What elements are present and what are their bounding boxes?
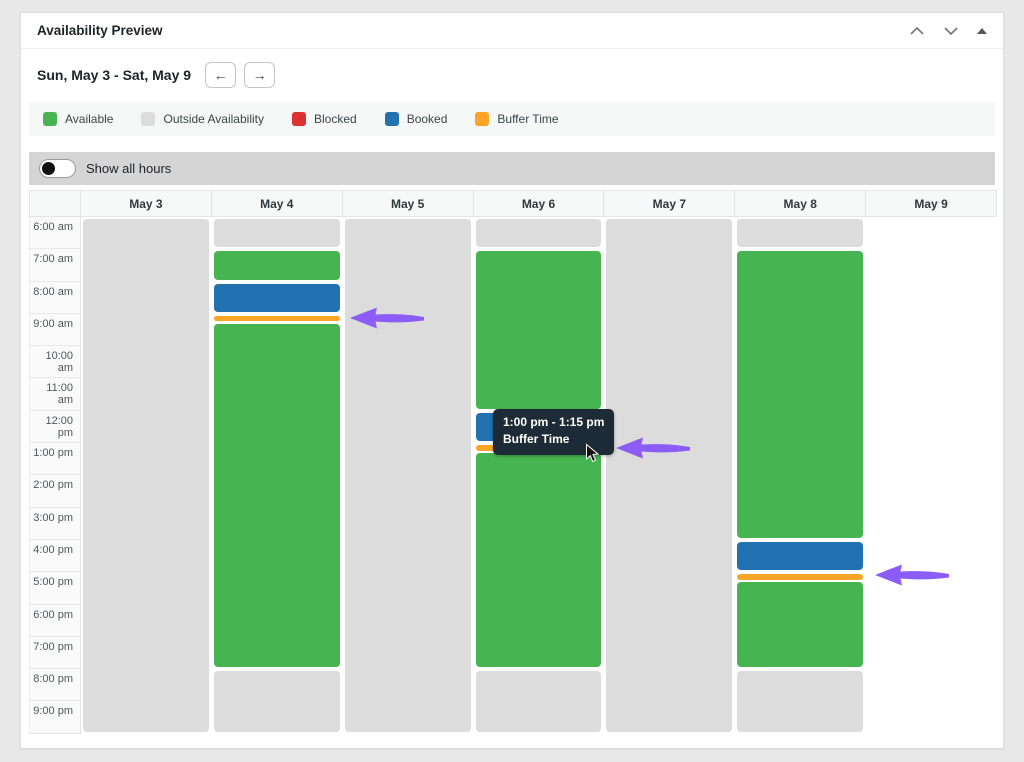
calendar-header-row: May 3 May 4 May 5 May 6 May 7 May 8 May 9 (29, 190, 997, 217)
day-header: May 9 (866, 190, 997, 217)
time-label: 5:00 pm (30, 572, 80, 605)
legend-label: Available (65, 112, 114, 126)
event-block-available[interactable] (475, 251, 602, 409)
event-block-outside (83, 219, 209, 732)
time-label: 7:00 pm (30, 637, 80, 670)
time-label: 10:00 am (30, 346, 80, 379)
legend-item-outside-availability: Outside Availability (141, 112, 264, 126)
legend-swatch-icon (475, 112, 490, 126)
toggle-knob (42, 162, 55, 175)
collapse-toggle-button[interactable] (975, 26, 989, 36)
day-column-may-9 (866, 217, 997, 734)
event-block-outside (606, 219, 733, 732)
event-block-outside (475, 219, 602, 248)
event-block-booked[interactable] (475, 412, 602, 442)
event-block-available[interactable] (475, 453, 602, 668)
day-header: May 7 (604, 190, 736, 217)
day-header: May 3 (81, 190, 212, 217)
time-label: 7:00 am (30, 249, 80, 282)
event-block-outside (213, 219, 340, 248)
toolbar: Show all hours (29, 152, 995, 185)
time-label: 2:00 pm (30, 475, 80, 508)
legend-swatch-icon (384, 112, 399, 126)
move-up-button[interactable] (907, 24, 927, 38)
event-block-buffer[interactable] (213, 315, 340, 322)
event-block-available[interactable] (737, 251, 864, 538)
day-column-may-6 (473, 217, 605, 734)
time-label: 4:00 pm (30, 540, 80, 573)
time-label: 9:00 am (30, 314, 80, 347)
time-label: 8:00 am (30, 282, 80, 314)
day-column-may-5 (342, 217, 474, 734)
event-block-buffer[interactable] (475, 445, 602, 451)
event-block-outside (213, 671, 340, 732)
day-column-may-8 (735, 217, 867, 734)
event-block-outside (737, 671, 864, 732)
time-label: 6:00 am (30, 217, 80, 250)
legend-label: Blocked (313, 112, 357, 126)
day-header: May 6 (473, 190, 605, 217)
event-block-booked[interactable] (737, 542, 864, 571)
time-label: 8:00 pm (30, 669, 80, 702)
event-block-buffer[interactable] (737, 574, 864, 580)
date-range-label: Sun, May 3 - Sat, May 9 (37, 67, 192, 83)
triangle-up-icon (977, 27, 987, 34)
legend-item-available: Available (43, 112, 113, 126)
time-label: 11:00 am (30, 378, 80, 411)
legend-item-buffer-time: Buffer Time (475, 112, 559, 126)
day-column-may-4 (211, 217, 343, 734)
next-week-button[interactable]: → (244, 62, 276, 88)
day-header: May 8 (735, 190, 867, 217)
legend-label: Outside Availability (163, 112, 264, 126)
legend-swatch-icon (141, 112, 156, 126)
gutter-header-cell (29, 190, 81, 217)
event-block-outside (475, 671, 602, 732)
event-block-booked[interactable] (213, 283, 340, 312)
day-header: May 4 (211, 190, 343, 217)
time-label: 6:00 pm (30, 605, 80, 637)
event-block-available[interactable] (737, 582, 864, 668)
chevron-down-icon (944, 26, 958, 35)
calendar-body: 6:00 am 7:00 am 8:00 am 9:00 am 10:00 am 11:0… (29, 217, 997, 734)
legend-swatch-icon (43, 112, 57, 126)
panel-header: Availability Preview (21, 13, 1003, 49)
availability-preview-panel: Availability Preview Sun, May 3 - Sat, M… (20, 12, 1004, 749)
previous-week-button[interactable]: ← (205, 62, 237, 88)
event-block-outside (737, 219, 864, 248)
show-all-hours-label: Show all hours (86, 161, 172, 176)
panel-title: Availability Preview (37, 23, 163, 38)
chevron-up-icon (910, 26, 924, 35)
availability-calendar: May 3 May 4 May 5 May 6 May 7 May 8 May 9 6:00… (29, 190, 997, 734)
time-label: 1:00 pm (30, 443, 80, 476)
legend-swatch-icon (291, 112, 306, 126)
event-block-outside (344, 219, 471, 732)
time-label: 3:00 pm (30, 508, 80, 540)
event-block-available[interactable] (213, 251, 340, 280)
panel-controls (907, 24, 989, 38)
legend-bar: Available Outside Availability Blocked Book… (29, 102, 995, 136)
legend-item-booked: Booked (384, 112, 448, 126)
day-header: May 5 (342, 190, 474, 217)
time-label: 9:00 pm (30, 701, 80, 734)
legend-item-blocked: Blocked (291, 112, 357, 126)
show-all-hours-toggle[interactable] (39, 159, 76, 178)
legend-label: Buffer Time (497, 112, 559, 126)
time-label: 12:00 pm (30, 411, 80, 444)
move-down-button[interactable] (941, 24, 961, 38)
event-block-available[interactable] (213, 323, 340, 668)
legend-label: Booked (406, 112, 448, 126)
day-column-may-7 (604, 217, 736, 734)
time-gutter: 6:00 am 7:00 am 8:00 am 9:00 am 10:00 am 11:0… (29, 217, 81, 734)
date-navigation: Sun, May 3 - Sat, May 9 ← → (21, 49, 1003, 101)
day-column-may-3 (81, 217, 212, 734)
